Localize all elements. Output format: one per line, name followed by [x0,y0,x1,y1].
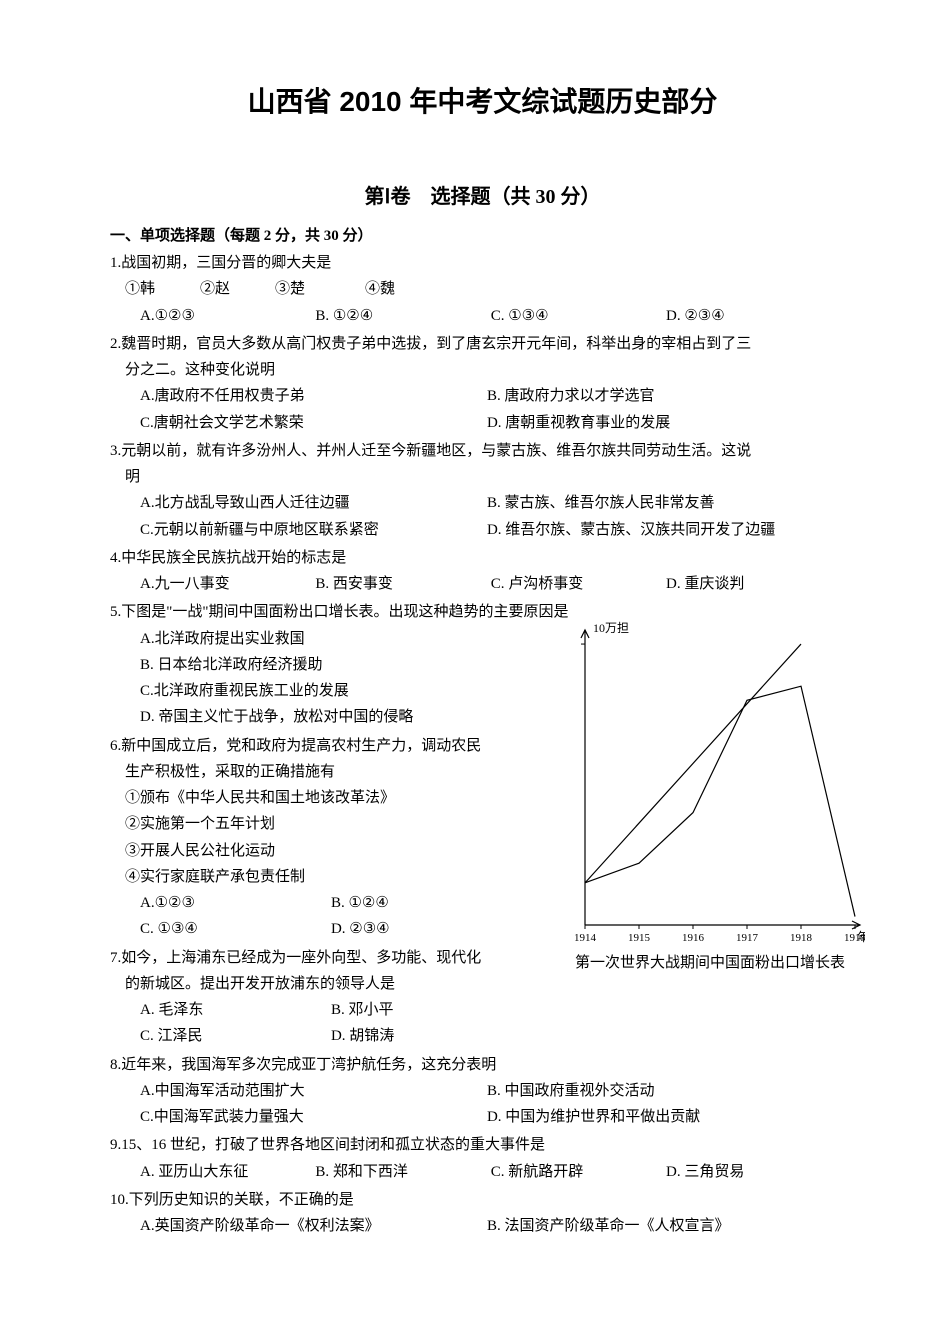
q1-options: A.①②③ B. ①②④ C. ①③④ D. ②③④ [110,303,855,329]
q2-options-row1: A.唐政府不任用权贵子弟 B. 唐政府力求以才学选官 [110,383,855,409]
q1-stem: 1.战国初期，三国分晋的卿大夫是 [110,250,855,276]
q3-options-row1: A.北方战乱导致山西人迁往边疆 B. 蒙古族、维吾尔族人民非常友善 [110,490,855,516]
q5-opt-c: C.北洋政府重视民族工业的发展 [110,678,530,704]
document-title: 山西省 2010 年中考文综试题历史部分 [110,80,855,120]
q4-opt-a: A.九一八事变 [140,571,312,597]
q8-opt-b: B. 中国政府重视外交活动 [487,1078,830,1104]
q9-stem: 9.15、16 世纪，打破了世界各地区间封闭和孤立状态的重大事件是 [110,1132,855,1158]
q1-opt-a: A.①②③ [140,303,312,329]
q6-n2: ②实施第一个五年计划 [110,811,530,837]
svg-text:10万担: 10万担 [593,621,629,635]
q3-opt-a: A.北方战乱导致山西人迁往边疆 [140,490,483,516]
q5-opt-a: A.北洋政府提出实业救国 [110,626,530,652]
q2-stem-1: 2.魏晋时期，官员大多数从高门权贵子弟中选拔，到了唐玄宗开元年间，科举出身的宰相… [110,331,855,357]
q9-options: A. 亚历山大东征 B. 郑和下西洋 C. 新航路开辟 D. 三角贸易 [110,1159,855,1185]
q8-options-row2: C.中国海军武装力量强大 D. 中国为维护世界和平做出贡献 [110,1104,855,1130]
q5-opt-b: B. 日本给北洋政府经济援助 [110,652,530,678]
q8-opt-d: D. 中国为维护世界和平做出贡献 [487,1104,830,1130]
q6-opt-d: D. ②③④ [331,916,518,942]
q4-stem: 4.中华民族全民族抗战开始的标志是 [110,545,855,571]
question-9: 9.15、16 世纪，打破了世界各地区间封闭和孤立状态的重大事件是 A. 亚历山… [110,1132,855,1185]
q7-options-row2: C. 江泽民 D. 胡锦涛 [110,1023,530,1049]
q1-opt-c: C. ①③④ [491,303,663,329]
q10-stem: 10.下列历史知识的关联，不正确的是 [110,1187,855,1213]
q2-opt-d: D. 唐朝重视教育事业的发展 [487,410,830,436]
q4-opt-d: D. 重庆谈判 [666,571,838,597]
q9-opt-a: A. 亚历山大东征 [140,1159,312,1185]
svg-text:1916: 1916 [682,932,705,944]
q6-n4: ④实行家庭联产承包责任制 [110,864,530,890]
q2-opt-b: B. 唐政府力求以才学选官 [487,383,830,409]
q10-options-row1: A.英国资产阶级革命一《权利法案》 B. 法国资产阶级革命一《人权宣言》 [110,1213,855,1239]
q6-n1: ①颁布《中华人民共和国土地该改革法》 [110,785,530,811]
q4-options: A.九一八事变 B. 西安事变 C. 卢沟桥事变 D. 重庆谈判 [110,571,855,597]
q9-opt-b: B. 郑和下西洋 [315,1159,487,1185]
q7-stem-1: 7.如今，上海浦东已经成为一座外向型、多功能、现代化 [110,945,530,971]
svg-text:1915: 1915 [628,932,651,944]
q3-stem-2: 明 [110,464,855,490]
q7-options-row1: A. 毛泽东 B. 邓小平 [110,997,530,1023]
q2-options-row2: C.唐朝社会文学艺术繁荣 D. 唐朝重视教育事业的发展 [110,410,855,436]
question-4: 4.中华民族全民族抗战开始的标志是 A.九一八事变 B. 西安事变 C. 卢沟桥… [110,545,855,598]
q2-opt-a: A.唐政府不任用权贵子弟 [140,383,483,409]
section-heading: 一、单项选择题（每题 2 分，共 30 分） [110,224,855,245]
q7-stem-2: 的新城区。提出开发开放浦东的领导人是 [110,971,530,997]
q7-opt-a: A. 毛泽东 [140,997,327,1023]
q3-stem-1: 3.元朝以前，就有许多汾州人、并州人迁至今新疆地区，与蒙古族、维吾尔族共同劳动生… [110,438,855,464]
chart-svg: 10万担191419151916191719181919年第一次世界大战期间中国… [555,610,865,985]
svg-text:1917: 1917 [736,932,759,944]
q7-opt-b: B. 邓小平 [331,997,518,1023]
q3-options-row2: C.元朝以前新疆与中原地区联系紧密 D. 维吾尔族、蒙古族、汉族共同开发了边疆 [110,517,855,543]
q6-options-row1: A.①②③ B. ①②④ [110,890,530,916]
part-title: 第Ⅰ卷 选择题（共 30 分） [110,180,855,209]
q7-opt-d: D. 胡锦涛 [331,1023,518,1049]
q6-options-row2: C. ①③④ D. ②③④ [110,916,530,942]
q1-opt-d: D. ②③④ [666,303,838,329]
q9-opt-d: D. 三角贸易 [666,1159,838,1185]
q9-opt-c: C. 新航路开辟 [491,1159,663,1185]
q6-n3: ③开展人民公社化运动 [110,838,530,864]
q8-opt-c: C.中国海军武装力量强大 [140,1104,483,1130]
q3-opt-b: B. 蒙古族、维吾尔族人民非常友善 [487,490,830,516]
svg-text:1914: 1914 [574,932,597,944]
svg-text:第一次世界大战期间中国面粉出口增长表: 第一次世界大战期间中国面粉出口增长表 [575,953,845,971]
q6-stem-1: 6.新中国成立后，党和政府为提高农村生产力，调动农民 [110,733,530,759]
q3-opt-c: C.元朝以前新疆与中原地区联系紧密 [140,517,483,543]
q6-opt-b: B. ①②④ [331,890,518,916]
q1-nums: ①韩 ②赵 ③楚 ④魏 [110,276,855,302]
q4-opt-c: C. 卢沟桥事变 [491,571,663,597]
q6-stem-2: 生产积极性，采取的正确措施有 [110,759,530,785]
q4-opt-b: B. 西安事变 [315,571,487,597]
svg-text:年: 年 [857,930,865,944]
q10-opt-a: A.英国资产阶级革命一《权利法案》 [140,1213,483,1239]
q2-stem-2: 分之二。这种变化说明 [110,357,855,383]
q7-opt-c: C. 江泽民 [140,1023,327,1049]
question-2: 2.魏晋时期，官员大多数从高门权贵子弟中选拔，到了唐玄宗开元年间，科举出身的宰相… [110,331,855,436]
q6-opt-a: A.①②③ [140,890,327,916]
question-10: 10.下列历史知识的关联，不正确的是 A.英国资产阶级革命一《权利法案》 B. … [110,1187,855,1240]
svg-text:1918: 1918 [790,932,813,944]
q3-opt-d: D. 维吾尔族、蒙古族、汉族共同开发了边疆 [487,517,830,543]
q6-opt-c: C. ①③④ [140,916,327,942]
q8-options-row1: A.中国海军活动范围扩大 B. 中国政府重视外交活动 [110,1078,855,1104]
q8-stem: 8.近年来，我国海军多次完成亚丁湾护航任务，这充分表明 [110,1052,855,1078]
question-1: 1.战国初期，三国分晋的卿大夫是 ①韩 ②赵 ③楚 ④魏 A.①②③ B. ①②… [110,250,855,329]
question-3: 3.元朝以前，就有许多汾州人、并州人迁至今新疆地区，与蒙古族、维吾尔族共同劳动生… [110,438,855,543]
question-8: 8.近年来，我国海军多次完成亚丁湾护航任务，这充分表明 A.中国海军活动范围扩大… [110,1052,855,1131]
q1-opt-b: B. ①②④ [315,303,487,329]
q10-opt-b: B. 法国资产阶级革命一《人权宣言》 [487,1213,830,1239]
q5-opt-d: D. 帝国主义忙于战争，放松对中国的侵略 [110,704,530,730]
q2-opt-c: C.唐朝社会文学艺术繁荣 [140,410,483,436]
q8-opt-a: A.中国海军活动范围扩大 [140,1078,483,1104]
flour-export-chart: 10万担191419151916191719181919年第一次世界大战期间中国… [555,610,865,985]
